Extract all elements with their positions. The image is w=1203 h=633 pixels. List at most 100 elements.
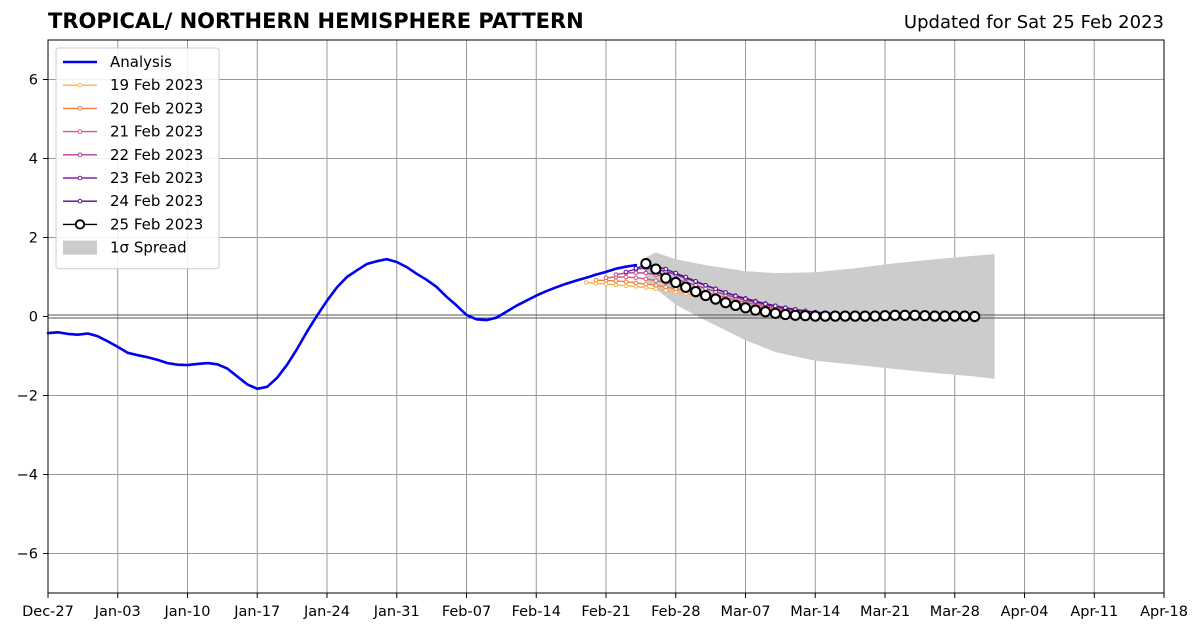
forecast-point bbox=[623, 279, 629, 285]
legend-entry: 23 Feb 2023 bbox=[63, 169, 203, 187]
x-tick-label: Feb-21 bbox=[581, 604, 630, 620]
forecast-point bbox=[889, 309, 901, 321]
forecast-point bbox=[729, 299, 742, 312]
forecast-point bbox=[849, 310, 861, 322]
legend-label: 23 Feb 2023 bbox=[110, 169, 203, 187]
x-tick-label: Jan-31 bbox=[373, 604, 420, 620]
forecast-point bbox=[690, 286, 702, 298]
legend-entry: 24 Feb 2023 bbox=[63, 192, 203, 210]
forecast-point bbox=[693, 279, 698, 284]
forecast-point bbox=[670, 276, 682, 289]
forecast-point bbox=[623, 269, 629, 275]
forecast-point bbox=[769, 307, 781, 319]
forecast-point bbox=[643, 276, 649, 282]
legend-label: 24 Feb 2023 bbox=[110, 192, 203, 210]
y-tick-label: −6 bbox=[17, 547, 38, 563]
legend-marker bbox=[77, 152, 83, 158]
x-tick-label: Apr-04 bbox=[1001, 604, 1049, 620]
x-tick-label: Jan-24 bbox=[303, 604, 350, 620]
x-tick-label: Apr-11 bbox=[1070, 604, 1118, 620]
forecast-point bbox=[593, 277, 599, 283]
forecast-point bbox=[959, 310, 971, 322]
legend-entry: 22 Feb 2023 bbox=[63, 146, 203, 164]
analysis-line bbox=[46, 257, 638, 391]
forecast-point bbox=[613, 272, 619, 277]
forecast-point bbox=[643, 281, 649, 287]
forecast-point bbox=[613, 282, 619, 288]
y-tick-label: −4 bbox=[17, 468, 38, 484]
forecast-point bbox=[859, 310, 871, 322]
forecast-point bbox=[949, 310, 961, 322]
legend-label: 1σ Spread bbox=[110, 239, 187, 257]
legend-label: 22 Feb 2023 bbox=[110, 146, 203, 164]
forecast-point bbox=[673, 270, 679, 276]
legend-entry: 19 Feb 2023 bbox=[63, 76, 203, 94]
forecast-point bbox=[660, 272, 672, 284]
forecast-point bbox=[633, 280, 639, 286]
forecast-point bbox=[680, 281, 692, 293]
forecast-point bbox=[773, 303, 778, 309]
legend-marker bbox=[77, 198, 83, 204]
forecast-point bbox=[633, 275, 639, 281]
forecast-point bbox=[719, 297, 732, 309]
forecast-series-2023-02-25 bbox=[640, 257, 981, 323]
legend-label: 19 Feb 2023 bbox=[110, 76, 203, 94]
forecast-point bbox=[899, 309, 911, 321]
legend-label: 25 Feb 2023 bbox=[110, 215, 203, 233]
y-tick-label: 4 bbox=[29, 152, 38, 168]
forecast-point bbox=[829, 310, 841, 322]
forecast-point bbox=[969, 310, 981, 323]
forecast-point bbox=[779, 308, 791, 321]
legend-entry: 1σ Spread bbox=[63, 239, 187, 257]
x-tick-label: Feb-07 bbox=[442, 604, 491, 620]
forecast-point bbox=[819, 310, 831, 322]
x-tick-label: Mar-07 bbox=[720, 604, 770, 620]
forecast-point bbox=[583, 280, 589, 285]
x-tick-label: Mar-28 bbox=[930, 604, 980, 620]
tick-layer: Dec-27 Jan-03 Jan-10 Jan-17 Jan-24 Jan-31 Feb-… bbox=[17, 73, 1188, 621]
forecast-point bbox=[879, 310, 891, 322]
x-tick-label: Mar-21 bbox=[860, 604, 910, 620]
forecast-point bbox=[839, 310, 851, 322]
x-tick-label: Jan-10 bbox=[163, 604, 210, 620]
forecast-point bbox=[603, 275, 609, 281]
plot-frame bbox=[47, 39, 1165, 594]
legend-label: Analysis bbox=[110, 53, 172, 71]
forecast-point bbox=[789, 309, 801, 321]
x-tick-label: Mar-14 bbox=[790, 604, 840, 620]
legend-marker bbox=[77, 129, 83, 134]
legend-marker bbox=[77, 82, 83, 88]
forecast-point bbox=[869, 310, 881, 322]
forecast-point bbox=[919, 310, 931, 322]
legend-entry: Analysis bbox=[63, 53, 172, 71]
x-tick-label: Dec-27 bbox=[22, 604, 74, 620]
forecast-point bbox=[710, 293, 722, 305]
chart-title: TROPICAL/ NORTHERN HEMISPHERE PATTERN bbox=[48, 9, 584, 33]
forecast-point bbox=[929, 310, 941, 322]
forecast-point bbox=[763, 301, 768, 307]
legend: Analysis 19 Feb 2023 20 Feb 2023 21 Feb 202… bbox=[55, 47, 220, 270]
forecast-point bbox=[663, 266, 669, 272]
forecast-point bbox=[713, 286, 718, 292]
forecast-point bbox=[650, 263, 662, 275]
forecast-point bbox=[909, 309, 921, 321]
legend-label: 20 Feb 2023 bbox=[110, 99, 203, 117]
forecast-point bbox=[759, 306, 772, 318]
series-layer bbox=[46, 257, 981, 391]
y-tick-label: 2 bbox=[29, 231, 38, 247]
legend-box bbox=[55, 47, 220, 270]
y-tick-label: 0 bbox=[29, 310, 38, 326]
forecast-point bbox=[749, 304, 762, 316]
forecast-point bbox=[753, 299, 758, 304]
forecast-point bbox=[703, 282, 708, 288]
forecast-point bbox=[739, 302, 752, 314]
x-tick-label: Jan-03 bbox=[94, 604, 141, 620]
forecast-point bbox=[743, 296, 748, 302]
forecast-point bbox=[723, 290, 728, 295]
forecast-point bbox=[653, 282, 659, 288]
legend-marker bbox=[77, 106, 83, 111]
legend-entry: 20 Feb 2023 bbox=[63, 99, 203, 117]
legend-label: 21 Feb 2023 bbox=[110, 123, 203, 141]
legend-swatch bbox=[63, 240, 97, 255]
legend-entry: 21 Feb 2023 bbox=[63, 123, 203, 141]
